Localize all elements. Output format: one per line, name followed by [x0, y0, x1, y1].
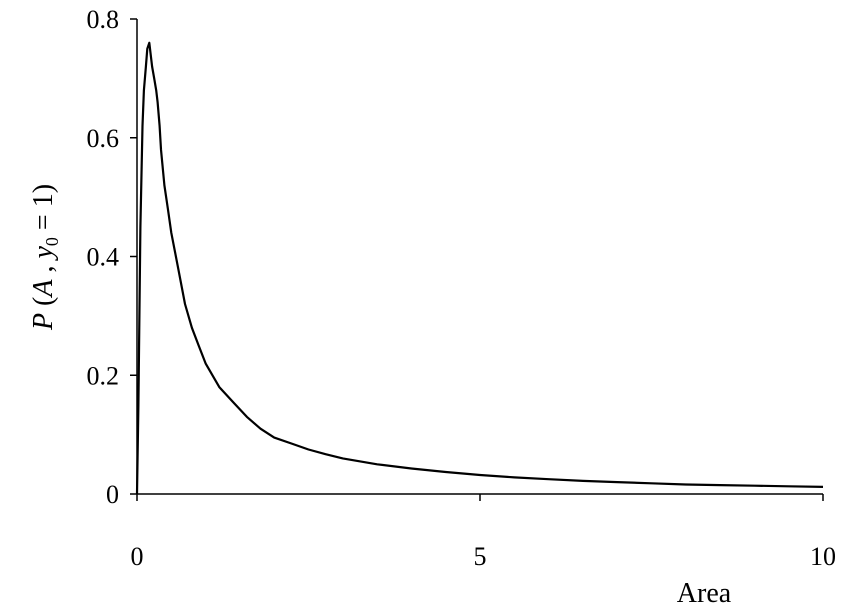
- series-line: [135, 41, 824, 495]
- y-tick-label: 0: [106, 480, 119, 509]
- y-tick-label: 0.4: [87, 243, 120, 272]
- y-tick-label: 0.8: [87, 5, 120, 34]
- y-tick-label: 0.2: [87, 361, 120, 390]
- y-tick-label: 0.6: [87, 124, 120, 153]
- x-axis-title: Area: [677, 578, 732, 609]
- series: [135, 41, 824, 495]
- x-tick-label: 5: [474, 542, 487, 571]
- axes: [136, 19, 823, 495]
- x-tick-label: 10: [810, 542, 836, 571]
- y-axis-title: P (A , y0 = 1): [28, 184, 62, 331]
- ticks: 0 0.2 0.4 0.6 0.8 0 5 10: [87, 5, 837, 571]
- x-tick-label: 0: [131, 542, 144, 571]
